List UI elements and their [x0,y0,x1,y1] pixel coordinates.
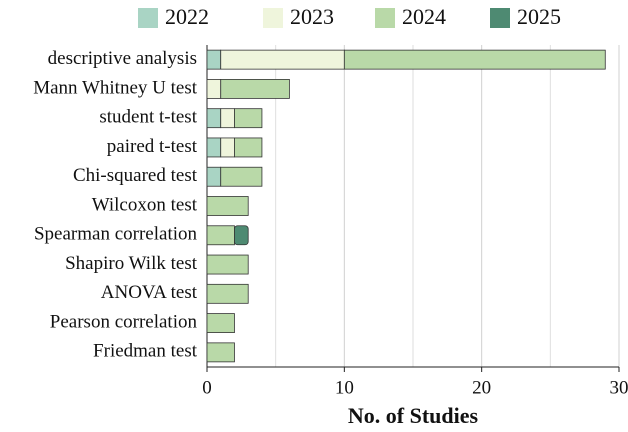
legend-label: 2025 [517,4,561,29]
bar-segment [220,137,235,158]
y-tick-label: Spearman correlation [34,224,198,245]
bar-segment [206,79,222,99]
bar-segment [206,225,235,246]
bar-segment [220,49,345,70]
bar-segment [220,108,235,129]
legend-swatch [375,8,395,28]
y-tick-label: Friedman test [93,341,198,362]
legend-label: 2023 [290,4,334,29]
y-tick-label: Shapiro Wilk test [65,253,198,274]
bar-segment [206,254,249,275]
bar-segment [206,137,222,158]
legend-swatch [138,8,158,28]
y-tick-label: Wilcoxon test [92,194,198,215]
bar-segment [234,225,249,246]
bar-segment [206,283,249,304]
bar-segment [206,342,235,363]
legend-swatch [263,8,283,28]
y-tick-label: ANOVA test [101,282,198,303]
x-tick-label: 30 [610,377,628,398]
bar-segment [206,108,222,129]
legend-label: 2024 [402,4,446,29]
bar-segment [206,166,222,187]
legend-swatch [490,8,510,28]
y-tick-label: paired t-test [107,136,198,157]
y-tick-label: Chi-squared test [73,165,198,186]
bar-segment [220,79,290,99]
y-tick-label: descriptive analysis [48,48,197,69]
bar-segment [343,49,606,70]
x-tick-label: 10 [335,377,354,398]
legend-label: 2022 [165,4,209,29]
bar-segment [234,137,263,158]
bar-segment [206,313,235,333]
y-tick-label: Mann Whitney U test [33,77,197,98]
bar-segment [234,108,263,129]
x-tick-label: 0 [202,377,212,398]
bar-segment [206,49,222,70]
y-tick-label: Pearson correlation [50,311,198,332]
bar-segment [206,196,249,216]
x-axis-label: No. of Studies [348,403,479,428]
x-tick-label: 20 [472,377,491,398]
y-tick-label: student t-test [99,107,197,128]
bar-segment [220,166,263,187]
